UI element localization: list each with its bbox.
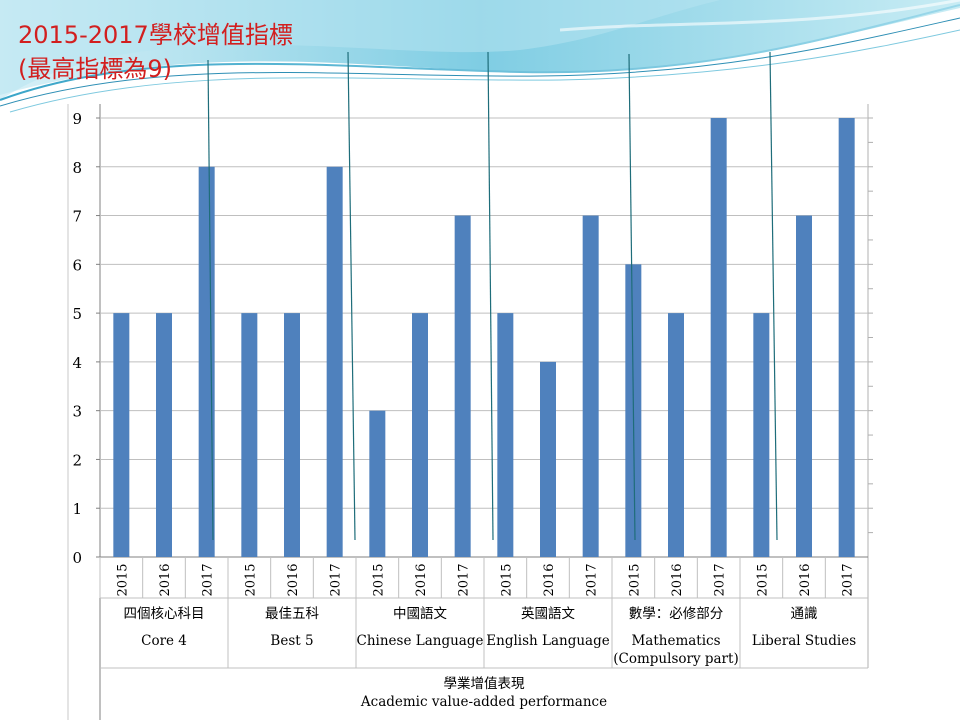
title-line-1: 2015-2017學校增值指標 [18,21,293,49]
bar [326,166,343,557]
group-label-en: Mathematics [631,633,720,649]
x-year-label: 2017 [201,563,216,596]
group-label-en: Liberal Studies [752,633,856,649]
x-year-label: 2015 [499,563,514,596]
decorative-line [487,51,494,541]
x-year-label: 2017 [585,563,600,596]
x-year-label: 2016 [542,563,557,596]
group-label-zh: 四個核心科目 [124,606,205,622]
bar [454,215,471,558]
group-label-en: Chinese Language [357,633,484,649]
x-year-label: 2015 [627,563,642,596]
group-label-zh: 英國語文 [521,605,575,622]
x-year-label: 2016 [798,563,813,596]
y-tick-label: 3 [72,403,82,421]
bar [412,313,428,557]
group-label-zh: 最佳五科 [265,606,319,622]
bar [710,118,727,557]
y-tick-label: 6 [72,256,82,274]
bar [796,215,812,558]
title-line-2: (最高指標為9) [18,55,172,83]
decorative-line [628,53,636,541]
y-tick-label: 4 [72,354,82,372]
y-tick-label: 5 [72,305,82,323]
bar [540,361,556,557]
decorative-line [769,51,778,541]
x-axis-title-zh: 學業增值表現 [444,676,525,692]
group-label-en: English Language [486,633,609,649]
slide-header-swoosh [0,0,960,113]
x-year-label: 2016 [158,563,173,596]
x-year-label: 2017 [457,563,472,596]
y-tick-label: 7 [72,208,82,226]
slide-title: 2015-2017學校增值指標 (最高指標為9) [18,18,293,86]
bar [113,313,130,557]
group-label-zh: 中國語文 [393,605,447,622]
bar [156,313,172,557]
x-year-label: 2016 [414,563,429,596]
decorative-line [207,59,214,541]
x-year-label: 2015 [755,563,770,596]
x-year-label: 2016 [286,563,301,596]
x-year-label: 2016 [670,563,685,596]
y-tick-label: 0 [72,549,82,567]
bar [497,313,514,557]
group-label-en-2: (Compulsory part) [613,651,738,667]
x-year-label: 2015 [243,563,258,596]
y-tick-label: 9 [72,110,82,128]
x-year-label: 2017 [713,563,728,596]
x-year-label: 2017 [329,563,344,596]
group-label-zh: 通識 [791,606,818,622]
y-tick-label: 1 [72,500,82,518]
group-label-en: Best 5 [270,633,313,649]
x-year-label: 2017 [841,563,856,596]
bar [668,313,684,557]
group-label-zh: 數學：必修部分 [629,606,724,622]
decorative-line [347,51,356,541]
bar [582,215,599,558]
bar [753,313,770,557]
x-axis-title-en: Academic value-added performance [360,694,607,710]
y-tick-label: 2 [72,451,82,469]
x-year-label: 2015 [115,563,130,596]
x-year-label: 2015 [371,563,386,596]
y-tick-label: 8 [72,159,82,177]
group-label-en: Core 4 [141,633,187,649]
bar [241,313,258,557]
bar [838,118,855,557]
bar [284,313,300,557]
bar [369,410,386,557]
